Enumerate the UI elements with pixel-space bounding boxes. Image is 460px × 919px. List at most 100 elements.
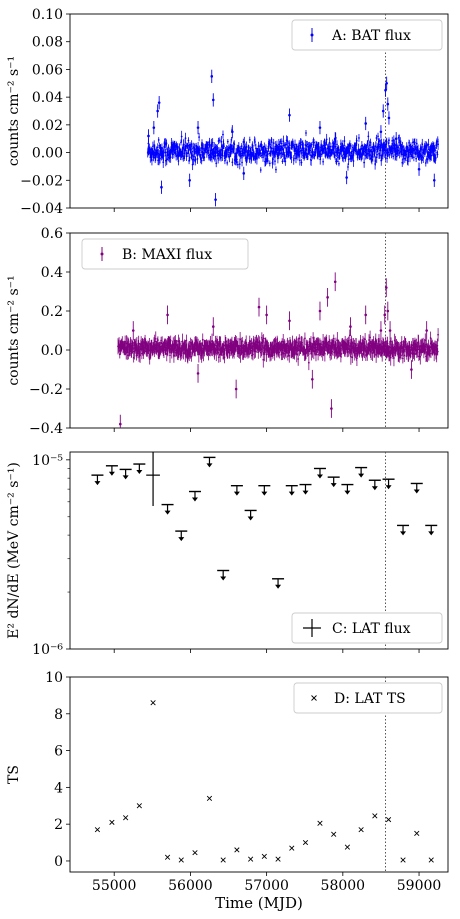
upper-limit-arrow [371, 486, 378, 491]
legend-box [293, 682, 443, 714]
legend-label: B: MAXI flux [122, 247, 212, 263]
data-point [177, 160, 180, 162]
ts-marker [428, 857, 434, 863]
data-point [325, 138, 328, 141]
data-point [309, 149, 312, 152]
data-point [164, 159, 167, 162]
data-point [165, 158, 168, 161]
data-point [152, 126, 156, 129]
upper-limit-arrow [191, 497, 198, 502]
data-point [192, 146, 195, 148]
axes-frame [69, 13, 449, 209]
x-tick-label: 56000 [168, 878, 213, 894]
data-point [413, 141, 416, 144]
y-tick-label: 0.02 [32, 118, 63, 134]
plot-area [117, 272, 439, 428]
legend: B: MAXI flux [81, 238, 249, 270]
data-point [389, 356, 392, 359]
data-point [268, 162, 271, 165]
data-point [373, 152, 376, 154]
data-point [304, 337, 306, 340]
data-point [228, 155, 231, 158]
data-point [415, 142, 418, 145]
data-point [361, 349, 363, 351]
data-point [425, 329, 428, 332]
panel-c: 10⁻⁶ 10⁻⁵ E² dN/dE (MeV cm⁻² s⁻¹) C: LAT fl… [6, 451, 449, 658]
y-tick-label: 0.06 [32, 62, 63, 78]
ts-marker [331, 831, 337, 837]
data-point [191, 154, 194, 157]
panel-d: 55000 56000 57000 58000 59000 Time (MJD) 0 2 4 6 8… [6, 670, 449, 912]
data-point [436, 344, 439, 347]
data-point [252, 353, 254, 356]
data-point [236, 163, 239, 166]
data-point [259, 169, 262, 171]
data-point [352, 160, 355, 162]
data-point [196, 372, 200, 375]
ts-marker [414, 830, 420, 836]
data-point [426, 158, 429, 161]
data-point [414, 153, 417, 156]
data-point [156, 109, 159, 113]
data-point [301, 341, 303, 344]
data-point [318, 126, 322, 129]
data-point [280, 152, 283, 154]
data-point [278, 351, 281, 354]
data-point [129, 342, 132, 345]
upper-limit-arrow [247, 516, 254, 521]
ts-marker [94, 827, 101, 833]
data-point [265, 147, 267, 150]
y-axis-label: counts cm⁻² s⁻¹ [6, 56, 22, 166]
data-point [281, 160, 284, 163]
data-point [318, 145, 320, 148]
data-point [166, 154, 169, 157]
y-axis-label: E² dN/dE (MeV cm⁻² s⁻¹) [6, 462, 22, 639]
data-point [424, 348, 427, 351]
data-point [207, 149, 210, 152]
ts-marker [192, 850, 198, 856]
data-point [220, 140, 223, 143]
data-point [390, 340, 392, 343]
ts-marker [109, 819, 115, 825]
data-point [135, 343, 138, 345]
data-point [161, 146, 163, 149]
data-point [174, 148, 177, 151]
data-point [222, 133, 224, 136]
data-point [299, 149, 302, 152]
data-point [229, 150, 232, 153]
data-point [259, 152, 262, 155]
data-point [210, 75, 214, 78]
data-point [233, 143, 236, 146]
data-point [386, 342, 389, 345]
data-point [385, 81, 388, 85]
plot-area [146, 69, 439, 207]
data-point [282, 352, 285, 355]
data-point [238, 163, 241, 166]
data-point [370, 158, 373, 161]
data-point [320, 343, 322, 346]
data-point [231, 130, 234, 134]
data-point [320, 153, 323, 156]
data-point [276, 151, 279, 154]
data-point [338, 162, 340, 165]
data-point [413, 352, 416, 355]
data-point [334, 154, 336, 157]
data-point [434, 343, 437, 346]
y-tick-label: 4 [54, 780, 63, 796]
legend-box [291, 612, 443, 644]
data-point [208, 144, 211, 147]
data-point [148, 343, 151, 345]
data-point [190, 143, 193, 145]
upper-limit-arrow [400, 531, 407, 536]
data-point [171, 153, 174, 156]
data-point [272, 142, 275, 145]
data-point [384, 88, 387, 92]
data-point [364, 347, 367, 350]
data-point [306, 143, 309, 146]
data-point [379, 130, 383, 134]
data-point [194, 158, 197, 161]
plot-area [91, 452, 438, 589]
data-point [394, 137, 398, 141]
data-point [384, 154, 387, 157]
data-point [187, 139, 190, 142]
